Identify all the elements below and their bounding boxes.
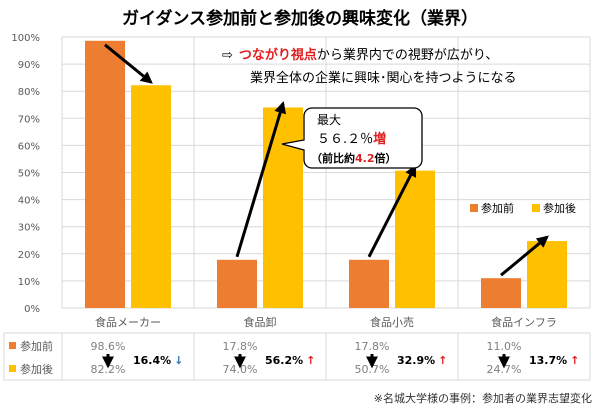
y-tick-label: 20% [18,250,40,261]
y-tick-label: 80% [18,87,40,98]
legend-swatch [470,204,478,212]
y-tick-label: 70% [18,114,40,125]
table-cell-value: 17.8% [355,340,390,353]
change-arrow [104,43,153,84]
callout-bubble [281,107,423,169]
y-tick-label: 60% [18,141,40,152]
table-legend-swatch [9,342,16,349]
table-cell-value: 82.2% [91,363,126,376]
y-tick-label: 100% [11,33,40,44]
x-tick-label: 食品小売 [370,315,414,329]
y-tick-label: 30% [18,223,40,234]
chart-title: ガイダンス参加前と参加後の興味変化（業界） [122,8,478,29]
table-cell-value: 24.7% [487,363,522,376]
annotation-line-1: ⇨ つながり視点から業界内での視野が広がり、 [222,47,498,63]
change-value: 32.9% ↑ [397,354,447,367]
bar-before [85,40,125,308]
change-arrow [367,164,417,258]
table-row-label: 参加前 [20,339,53,353]
annotation-line-2: 業界全体の企業に興味･関心を持つようになる [250,70,517,86]
table-cell-value: 98.6% [91,340,126,353]
callout-line-2: ５６.２％増 [317,131,386,147]
bar-after [131,85,171,308]
y-tick-label: 50% [18,169,40,180]
bar-before [481,278,521,308]
table-cell-value: 74.0% [223,363,258,376]
y-tick-label: 40% [18,196,40,207]
legend-label: 参加後 [543,201,576,215]
table-cell-value: 50.7% [355,363,390,376]
bar-after [263,107,303,309]
y-tick-label: 0% [24,304,40,315]
table-cell-value: 11.0% [487,340,522,353]
y-tick-label: 10% [18,277,40,288]
callout-line-3: （前比約4.2倍） [311,151,397,165]
change-value: 56.2% ↑ [265,354,315,367]
table-legend-swatch [9,365,16,372]
bar-before [349,259,389,308]
change-value: 13.7% ↑ [529,354,579,367]
x-tick-label: 食品卸 [244,315,277,329]
change-arrow [500,235,549,277]
x-tick-label: 食品インフラ [491,315,557,329]
footnote: ※名城大学様の事例：参加者の業界志望変化 [374,391,592,405]
bar-before [217,259,257,308]
legend-swatch [532,204,540,212]
table-cell-value: 17.8% [223,340,258,353]
change-arrow [235,101,286,258]
x-tick-label: 食品メーカー [95,315,161,329]
bar-after [527,241,567,308]
y-tick-label: 90% [18,60,40,71]
legend-label: 参加前 [481,201,514,215]
table-row-label: 参加後 [20,362,53,376]
change-value: 16.4% ↓ [133,354,183,367]
callout-line-1: 最大 [317,113,341,127]
